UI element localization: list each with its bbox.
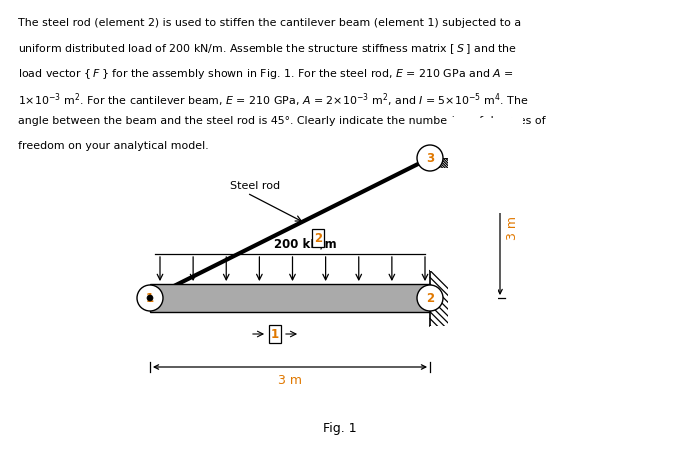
Text: 1: 1 [146, 291, 154, 304]
Text: 3 m: 3 m [505, 216, 518, 240]
Bar [420, 168, 515, 213]
Text: 2: 2 [314, 231, 322, 245]
Text: 1: 1 [271, 328, 279, 341]
Bar [448, 118, 523, 213]
Bar [430, 128, 513, 158]
Bar [150, 284, 430, 312]
Text: load vector { $F$ } for the assembly shown in Fig. 1. For the steel rod, $E$ = 2: load vector { $F$ } for the assembly sho… [18, 67, 513, 81]
Circle shape [417, 145, 443, 171]
Bar [448, 260, 498, 336]
Circle shape [147, 295, 153, 301]
Text: freedom on your analytical model.: freedom on your analytical model. [18, 140, 209, 150]
Text: Fig. 1: Fig. 1 [323, 422, 357, 435]
Text: The steel rod (element 2) is used to stiffen the cantilever beam (element 1) sub: The steel rod (element 2) is used to sti… [18, 18, 521, 28]
Text: 1×10$^{-3}$ m$^2$. For the cantilever beam, $E$ = 210 GPa, $A$ = 2×10$^{-3}$ m$^: 1×10$^{-3}$ m$^2$. For the cantilever be… [18, 92, 528, 109]
Bar [430, 326, 498, 356]
Circle shape [417, 285, 443, 311]
Bar [430, 241, 498, 270]
Text: 200 kN/m: 200 kN/m [273, 237, 337, 250]
Text: 3 m: 3 m [278, 374, 302, 387]
Text: 2: 2 [426, 291, 434, 304]
Circle shape [137, 285, 163, 311]
Text: Steel rod: Steel rod [230, 181, 280, 191]
Text: 3: 3 [426, 151, 434, 164]
Text: angle between the beam and the steel rod is 45°. Clearly indicate the numbering : angle between the beam and the steel rod… [18, 116, 545, 126]
Text: uniform distributed load of 200 kN/m. Assemble the structure stiffness matrix [ : uniform distributed load of 200 kN/m. As… [18, 43, 517, 56]
